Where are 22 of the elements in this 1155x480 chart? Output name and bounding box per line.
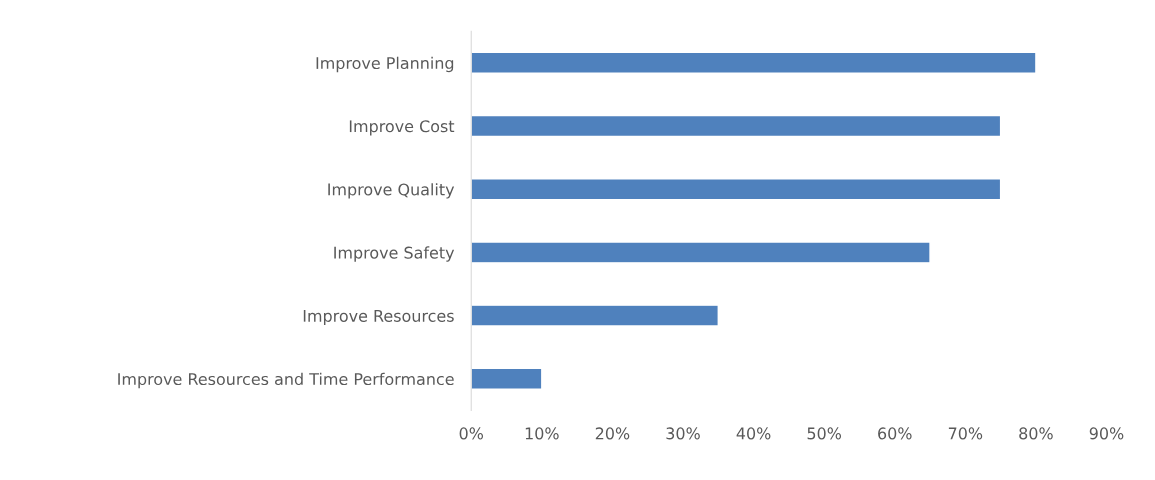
x-tick-label: 0% xyxy=(459,427,484,440)
y-tick-label: Improve Cost xyxy=(349,120,455,136)
x-tick-label: 30% xyxy=(666,427,700,440)
y-tick-label: Improve Resources xyxy=(303,310,454,325)
y-tick-label: Improve Safety xyxy=(334,246,455,262)
x-tick-label: 20% xyxy=(595,427,630,440)
bar xyxy=(471,114,1002,138)
y-tick-label: Improve Resources and Time Performance xyxy=(118,372,454,389)
x-tick-label: 70% xyxy=(948,427,983,440)
y-tick-label: Improve Quality xyxy=(328,183,455,199)
x-tick-label: 10% xyxy=(525,427,559,440)
x-tick-label: 60% xyxy=(878,427,912,440)
x-tick-label: 90% xyxy=(1089,427,1124,440)
x-tick-label: 50% xyxy=(807,427,842,440)
x-tick-label: 40% xyxy=(736,427,771,440)
bar xyxy=(471,51,1037,74)
bar xyxy=(471,241,931,264)
bar xyxy=(471,304,719,327)
y-tick-label: Improve Planning xyxy=(316,56,454,73)
bar xyxy=(471,367,543,390)
bar xyxy=(471,178,1002,201)
x-tick-label: 80% xyxy=(1019,427,1053,440)
